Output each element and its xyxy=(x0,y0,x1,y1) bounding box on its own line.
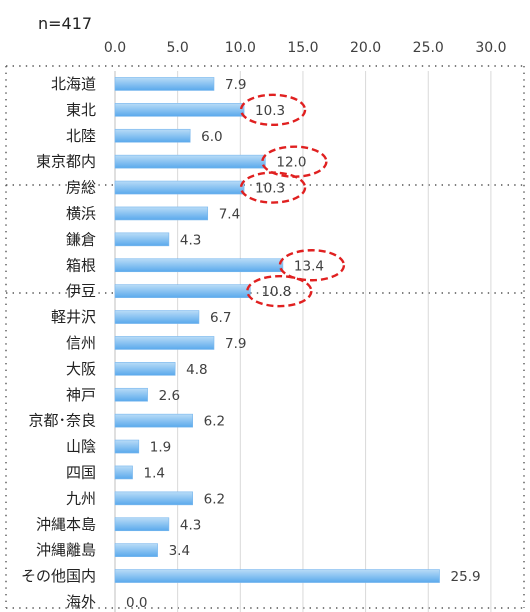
x-tick-label: 0.0 xyxy=(104,40,126,56)
highlight-oval xyxy=(278,249,346,282)
bar xyxy=(114,310,200,324)
value-label: 1.9 xyxy=(150,440,171,456)
category-label: その他国内 xyxy=(21,567,96,585)
bar xyxy=(114,362,176,376)
value-label: 2.6 xyxy=(159,388,180,404)
value-label: 3.4 xyxy=(169,543,190,559)
value-label: 4.3 xyxy=(180,517,201,533)
bar xyxy=(114,206,209,221)
category-label: 九州 xyxy=(66,489,96,507)
bar xyxy=(114,569,440,583)
category-label: 海外 xyxy=(66,593,96,611)
highlight-oval xyxy=(246,274,313,308)
category-label: 沖縄離島 xyxy=(36,541,96,559)
category-label: 横浜 xyxy=(66,204,96,222)
bar xyxy=(114,103,245,117)
category-label: 沖縄本島 xyxy=(36,515,96,533)
bar xyxy=(114,517,170,532)
value-label: 10.3 xyxy=(255,103,285,119)
value-label: 10.3 xyxy=(255,181,285,197)
bar xyxy=(114,180,245,195)
category-label: 大阪 xyxy=(66,360,96,378)
value-label: 6.7 xyxy=(210,310,231,326)
bar xyxy=(114,77,215,91)
x-tick-label: 30.0 xyxy=(475,40,506,56)
category-label: 京都･奈良 xyxy=(28,412,96,430)
bar xyxy=(114,543,158,557)
bar xyxy=(114,413,193,428)
value-label: 6.0 xyxy=(201,129,222,145)
x-tick-label: 5.0 xyxy=(167,40,189,56)
value-label: 6.2 xyxy=(204,414,225,430)
bar xyxy=(114,232,170,247)
bar xyxy=(114,128,191,143)
value-label: 4.8 xyxy=(186,362,207,378)
category-label: 北陸 xyxy=(66,127,96,145)
category-label: 神戸 xyxy=(66,386,96,404)
value-label: 7.9 xyxy=(225,336,246,352)
x-tick-label: 20.0 xyxy=(350,40,381,56)
highlight-oval xyxy=(239,171,307,204)
category-label: 山陰 xyxy=(66,438,96,456)
category-label: 鎌倉 xyxy=(66,230,96,248)
value-label: 1.4 xyxy=(144,465,165,481)
value-label: 10.8 xyxy=(261,284,291,300)
sample-size-note: n=417 xyxy=(38,14,93,33)
value-label: 25.9 xyxy=(451,569,481,585)
bar xyxy=(114,387,148,402)
value-label: 7.4 xyxy=(219,206,240,222)
category-label: 信州 xyxy=(66,334,96,352)
highlight-oval xyxy=(239,93,307,127)
value-label: 13.4 xyxy=(294,258,324,274)
category-label: 伊豆 xyxy=(66,282,96,300)
category-label: 東北 xyxy=(66,101,96,119)
bar xyxy=(114,439,140,454)
bar xyxy=(114,284,251,298)
bar xyxy=(114,336,215,350)
value-label: 7.9 xyxy=(225,77,246,93)
category-label: 箱根 xyxy=(66,256,96,274)
x-tick-label: 25.0 xyxy=(413,40,444,56)
category-label: 四国 xyxy=(66,463,96,481)
value-label: 4.3 xyxy=(180,232,201,248)
category-label: 房総 xyxy=(66,179,96,197)
bar xyxy=(114,154,266,169)
bar xyxy=(114,258,284,273)
value-label: 0.0 xyxy=(126,595,147,611)
value-label: 6.2 xyxy=(204,491,225,507)
value-label: 12.0 xyxy=(276,155,306,171)
x-tick-label: 10.0 xyxy=(225,40,256,56)
category-label: 東京都内 xyxy=(36,153,96,171)
x-tick-label: 15.0 xyxy=(287,40,318,56)
category-label: 軽井沢 xyxy=(51,308,96,326)
bar xyxy=(114,465,133,480)
category-label: 北海道 xyxy=(51,75,96,93)
bar xyxy=(114,491,193,506)
